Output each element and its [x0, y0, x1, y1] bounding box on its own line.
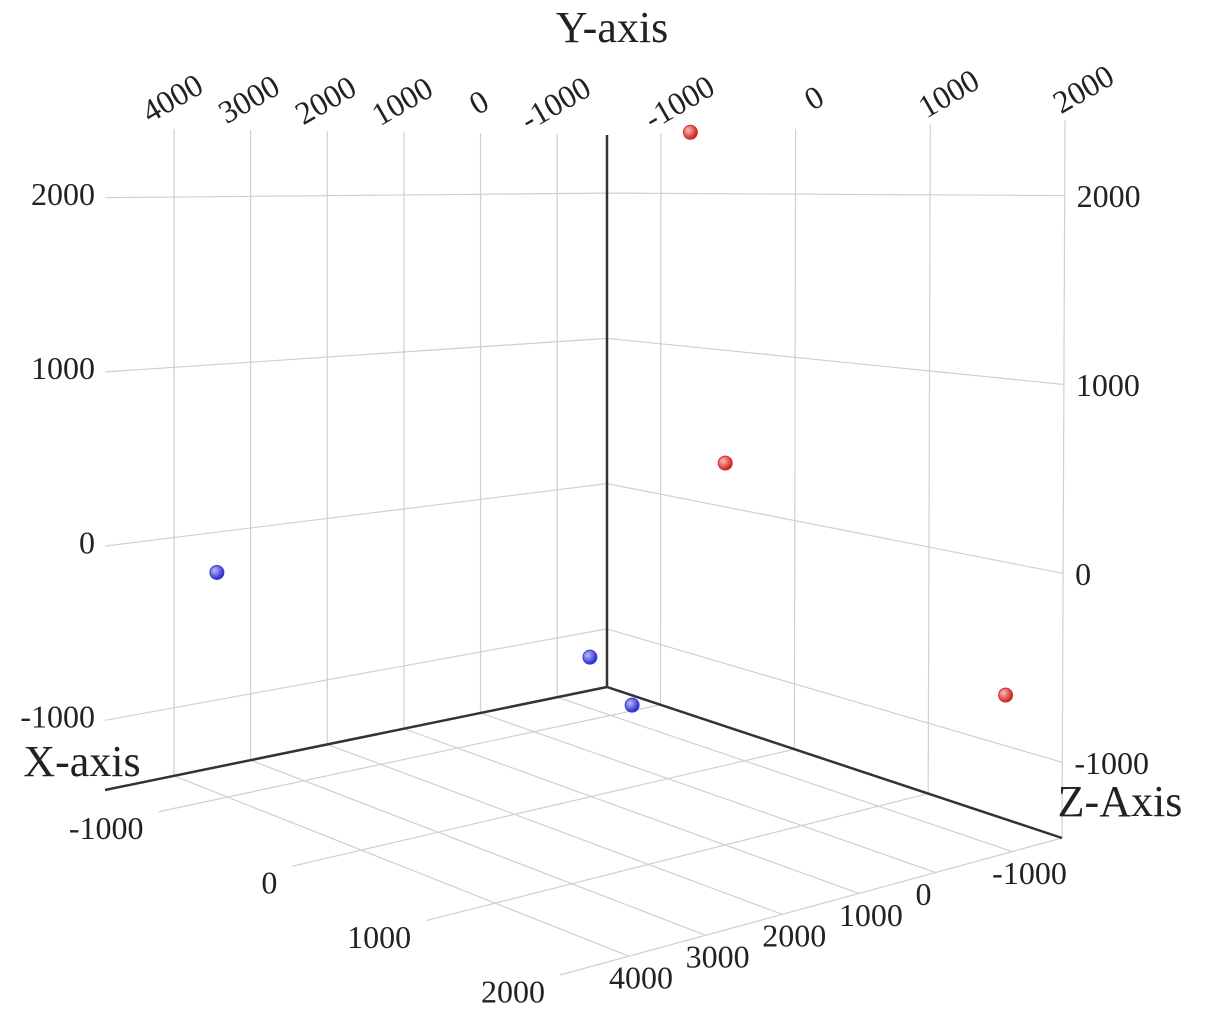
grid-line	[173, 775, 630, 957]
tick-label: -1000	[514, 69, 597, 138]
grid-line	[606, 192, 1065, 197]
grid-line	[250, 759, 706, 936]
tick-label: 3000	[212, 67, 285, 130]
point	[717, 455, 733, 471]
grid-line	[158, 704, 661, 813]
grid-line	[1061, 119, 1066, 839]
grid-line	[793, 128, 797, 750]
grid-line	[104, 628, 608, 721]
grid-line	[403, 728, 860, 894]
z-axis-title: Z-Axis	[1058, 777, 1183, 826]
grid-line	[556, 696, 1013, 853]
point	[682, 124, 698, 140]
tick-label: 1000	[1076, 367, 1140, 403]
tick-label: 1000	[347, 919, 411, 955]
axes	[104, 135, 1063, 840]
tick-label: 1000	[912, 62, 985, 125]
point	[624, 697, 640, 713]
tick-label: 1000	[365, 69, 438, 132]
point	[998, 687, 1014, 703]
tick-label: 0	[79, 524, 95, 560]
points	[209, 124, 1014, 713]
point	[209, 564, 225, 580]
tick-label: 0	[798, 78, 830, 117]
tick-label: -1000	[992, 855, 1067, 891]
grid-line	[480, 712, 936, 874]
tick-label: 2000	[481, 973, 545, 1009]
grid-line	[292, 748, 795, 867]
y-axis-title: Y-axis	[556, 3, 668, 52]
grid-line	[426, 793, 929, 922]
tick-label: 4000	[609, 960, 673, 996]
tick-label: 0	[261, 865, 277, 901]
tick-label: 2000	[1046, 57, 1119, 120]
tick-label: 2000	[289, 68, 362, 131]
x-axis-line	[104, 685, 608, 792]
grid-line	[104, 483, 608, 547]
x-axis-title: X-axis	[23, 737, 140, 786]
grid-line	[559, 837, 1063, 976]
tick-label: -1000	[69, 810, 144, 846]
tick-label: 2000	[762, 918, 826, 954]
z-axis-line	[606, 685, 1063, 840]
point	[582, 649, 598, 665]
tick-label: 0	[916, 876, 932, 912]
tick-label: 0	[463, 82, 495, 121]
tick-label: 1000	[31, 350, 95, 386]
tick-label: 2000	[31, 176, 95, 212]
grid	[104, 119, 1066, 976]
grid-line	[606, 483, 1064, 575]
grid-line	[327, 743, 783, 915]
tick-label: 1000	[839, 897, 903, 933]
grid-line	[104, 337, 608, 373]
labels: -1000-1000001000100020002000300030004000…	[20, 57, 1149, 1009]
grid-line	[606, 628, 1063, 763]
tick-label: -1000	[1074, 745, 1149, 781]
tick-label: 3000	[686, 939, 750, 975]
tick-label: -1000	[20, 699, 95, 735]
tick-label: 4000	[135, 66, 208, 129]
tick-label: 2000	[1077, 178, 1141, 214]
grid-line	[606, 337, 1064, 386]
tick-label: 0	[1075, 556, 1091, 592]
grid-line	[927, 124, 931, 794]
tick-label: -1000	[638, 68, 721, 137]
grid-line	[104, 192, 608, 199]
